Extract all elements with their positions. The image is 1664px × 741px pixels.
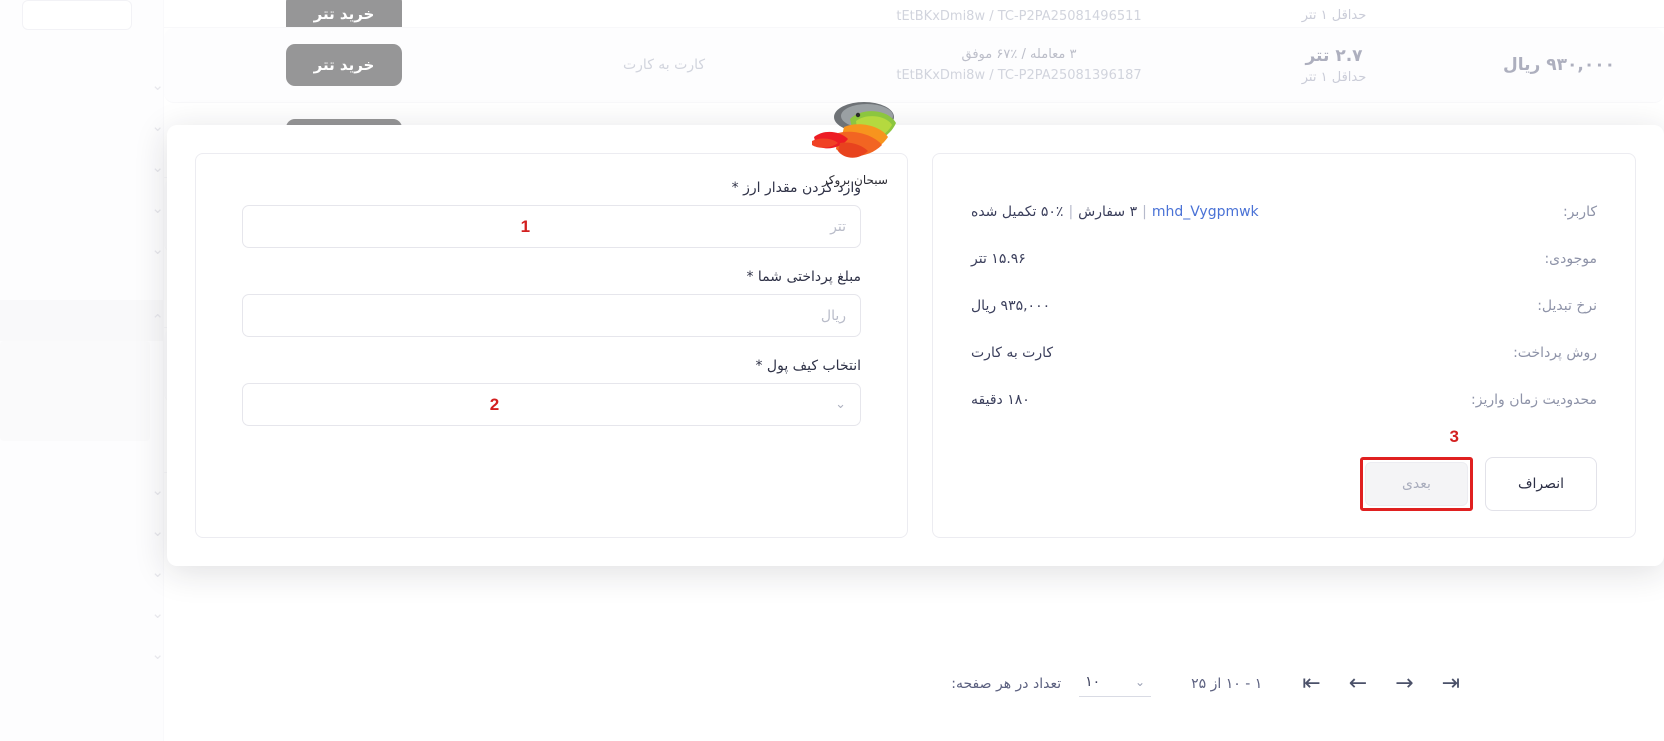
pagination-range: ۱ - ۱۰ از ۲۵	[1191, 675, 1263, 692]
currency-amount-input-wrapper[interactable]: 1	[242, 205, 861, 248]
next-button-highlight-wrap: 3 بعدی	[1359, 427, 1473, 511]
separator: |	[1068, 203, 1074, 220]
brand-logo: سبحان بروکر	[807, 97, 903, 193]
currency-amount-label: وارد کردن مقدار ارز *	[731, 180, 861, 196]
detail-key: کاربر:	[1562, 203, 1597, 220]
order-form-panel: وارد کردن مقدار ارز * 1 مبلغ پرداختی شما…	[195, 153, 908, 538]
detail-value: کارت به کارت	[971, 344, 1054, 361]
field-spacer	[242, 343, 861, 358]
buy-order-modal: سبحان بروکر وارد کردن مقدار ارز * 1 مبلغ…	[167, 102, 1664, 566]
detail-row-balance: موجودی: ۱۵.۹۶ تتر	[971, 235, 1597, 282]
field-currency-amount: وارد کردن مقدار ارز * 1	[242, 180, 861, 248]
per-page-value: ۱۰	[1085, 674, 1101, 690]
first-page-button[interactable]: ⇤	[1302, 670, 1321, 696]
field-wallet-select: انتخاب کیف پول * ⌄ 2	[242, 358, 861, 426]
user-completion: ٪۵۰ تکمیل شده	[971, 203, 1064, 220]
order-details-panel: کاربر: mhd_Vygpmwk|۳ سفارش|٪۵۰ تکمیل شده…	[932, 153, 1636, 538]
prev-page-button[interactable]: ←	[1348, 670, 1368, 696]
pagination-buttons: ⇥ → ← ⇤	[1302, 670, 1460, 696]
chevron-down-icon: ⌄	[835, 397, 846, 412]
per-page-select[interactable]: ⌄ ۱۰	[1079, 670, 1152, 697]
step-marker-3: 3	[1449, 427, 1459, 446]
currency-amount-input[interactable]	[257, 218, 846, 235]
detail-row-payment-method: روش پرداخت: کارت به کارت	[971, 329, 1597, 376]
next-page-button[interactable]: →	[1395, 670, 1414, 696]
wallet-select-label: انتخاب کیف پول *	[755, 358, 861, 374]
separator: |	[1142, 203, 1147, 220]
detail-row-time-limit: محدودیت زمان واریز: ۱۸۰ دقیقه	[971, 376, 1597, 423]
cancel-button[interactable]: انصراف	[1484, 457, 1597, 511]
detail-row-rate: نرخ تبدیل: ۹۳۵,۰۰۰ ریال	[971, 282, 1597, 329]
next-button-highlight: بعدی	[1359, 457, 1473, 511]
chevron-down-icon: ⌄	[1135, 675, 1146, 689]
brand-logo-text: سبحان بروکر	[822, 173, 888, 187]
payment-amount-label: مبلغ پرداختی شما *	[746, 269, 861, 285]
user-link[interactable]: mhd_Vygpmwk	[1151, 203, 1259, 220]
pagination: تعداد در هر صفحه: ⌄ ۱۰ ۱ - ۱۰ از ۲۵ ⇥ → …	[951, 670, 1460, 697]
last-page-button[interactable]: ⇥	[1441, 670, 1460, 696]
detail-key: موجودی:	[1544, 250, 1597, 267]
modal-actions: انصراف 3 بعدی	[971, 427, 1597, 511]
field-spacer	[242, 254, 861, 269]
detail-value: mhd_Vygpmwk|۳ سفارش|٪۵۰ تکمیل شده	[971, 204, 1259, 220]
detail-key: محدودیت زمان واریز:	[1471, 391, 1597, 408]
wallet-select[interactable]: ⌄ 2	[242, 383, 861, 426]
detail-value: ۱۵.۹۶ تتر	[971, 250, 1026, 267]
next-button[interactable]: بعدی	[1364, 462, 1468, 506]
detail-row-user: کاربر: mhd_Vygpmwk|۳ سفارش|٪۵۰ تکمیل شده	[971, 188, 1597, 235]
user-orders: ۳ سفارش	[1078, 203, 1138, 220]
per-page-label: تعداد در هر صفحه:	[951, 675, 1062, 692]
parrot-logo-icon	[812, 102, 896, 158]
payment-amount-input-wrapper[interactable]	[242, 294, 861, 337]
step-marker-1: 1	[520, 217, 531, 236]
detail-key: روش پرداخت:	[1513, 344, 1597, 361]
step-marker-2: 2	[489, 395, 500, 414]
payment-amount-input[interactable]	[257, 307, 846, 324]
detail-value: ۱۸۰ دقیقه	[971, 391, 1030, 408]
field-payment-amount: مبلغ پرداختی شما *	[242, 269, 861, 337]
detail-value: ۹۳۵,۰۰۰ ریال	[971, 297, 1051, 314]
detail-key: نرخ تبدیل:	[1537, 297, 1597, 314]
